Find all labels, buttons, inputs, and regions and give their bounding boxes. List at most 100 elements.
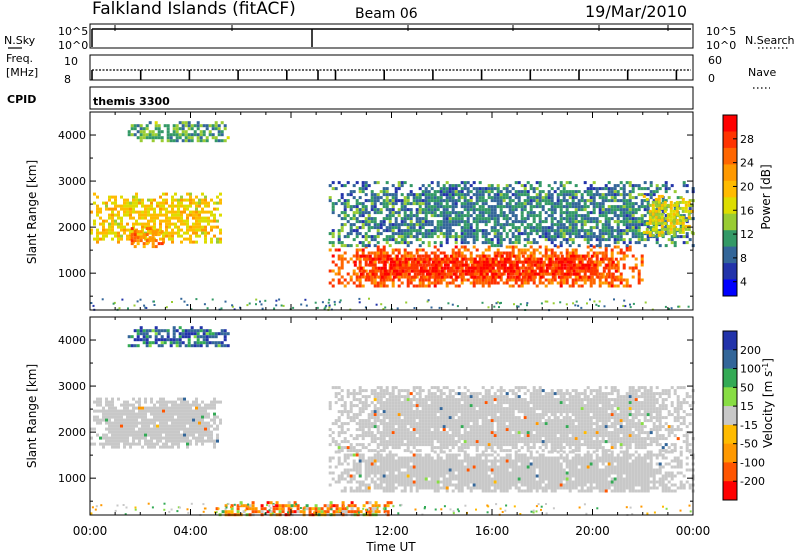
heatmap-cell xyxy=(144,222,147,226)
heatmap-cell xyxy=(343,184,347,188)
heatmap-cell xyxy=(388,244,392,248)
heatmap-cell xyxy=(463,254,467,258)
heatmap-cell xyxy=(340,184,344,188)
heatmap-cell xyxy=(604,193,608,197)
heatmap-cell xyxy=(108,225,111,229)
heatmap-cell xyxy=(404,260,408,264)
heatmap-cell xyxy=(189,403,192,407)
heatmap-cell xyxy=(433,468,437,472)
heatmap-cell xyxy=(472,269,476,273)
heatmap-cell xyxy=(475,220,479,224)
heatmap-cell xyxy=(607,193,611,197)
heatmap-cell xyxy=(672,215,676,219)
heatmap-cell xyxy=(108,213,111,217)
heatmap-cell xyxy=(123,445,126,449)
heatmap-cell xyxy=(220,130,224,134)
heatmap-cell xyxy=(678,218,682,222)
heatmap-cell xyxy=(367,241,371,245)
y-tick-label: 4000 xyxy=(58,129,86,142)
heatmap-cell xyxy=(575,263,579,267)
heatmap-cell xyxy=(192,198,195,202)
heatmap-cell xyxy=(108,216,111,220)
heatmap-cell xyxy=(204,225,207,229)
heatmap-cell xyxy=(490,187,494,191)
heatmap-cell xyxy=(198,421,201,425)
heatmap-cell xyxy=(172,332,176,336)
heatmap-cell xyxy=(337,229,341,233)
heatmap-cell xyxy=(536,257,540,261)
heatmap-cell xyxy=(463,202,467,206)
heatmap-cell xyxy=(640,205,644,209)
heatmap-cell xyxy=(418,486,422,490)
heatmap-cell xyxy=(452,257,456,261)
heatmap-cell xyxy=(625,229,629,233)
heatmap-cell xyxy=(568,181,572,185)
heatmap-cell xyxy=(553,251,557,255)
heatmap-cell xyxy=(538,251,542,255)
heatmap-cell xyxy=(496,251,500,255)
heatmap-cell xyxy=(478,187,482,191)
heatmap-cell xyxy=(521,269,525,273)
heatmap-cell xyxy=(183,300,186,303)
heatmap-cell xyxy=(154,124,158,128)
heatmap-cell xyxy=(246,304,249,307)
heatmap-cell xyxy=(485,263,489,267)
heatmap-cell xyxy=(166,127,170,131)
heatmap-cell xyxy=(574,220,578,224)
heatmap-cell xyxy=(430,477,434,481)
heatmap-cell xyxy=(643,223,647,227)
heatmap-cell xyxy=(521,260,525,264)
heatmap-cell xyxy=(418,462,422,466)
heatmap-cell xyxy=(141,418,144,422)
heatmap-cell xyxy=(550,229,554,233)
heatmap-cell xyxy=(216,240,219,244)
heatmap-cell xyxy=(657,215,661,219)
heatmap-cell xyxy=(509,263,513,267)
heatmap-cell xyxy=(481,232,485,236)
heatmap-cell xyxy=(379,456,383,460)
heatmap-cell xyxy=(202,133,206,137)
heatmap-cell xyxy=(514,278,518,282)
heatmap-cell xyxy=(616,284,620,288)
heatmap-cell xyxy=(364,235,368,239)
heatmap-cell xyxy=(186,219,189,223)
heatmap-cell xyxy=(499,232,503,236)
heatmap-cell xyxy=(664,184,668,188)
heatmap-cell xyxy=(174,412,177,416)
heatmap-cell xyxy=(136,344,140,348)
heatmap-cell xyxy=(207,216,210,220)
heatmap-cell xyxy=(362,257,366,261)
heatmap-cell xyxy=(565,220,569,224)
y-tick-label: 1000 xyxy=(58,267,86,280)
heatmap-cell xyxy=(120,234,123,238)
heatmap-cell xyxy=(469,232,473,236)
heatmap-cell xyxy=(216,424,219,428)
heatmap-cell xyxy=(150,198,153,202)
heatmap-cell xyxy=(460,202,464,206)
heatmap-cell xyxy=(424,202,428,206)
heatmap-cell xyxy=(151,242,155,246)
heatmap-cell xyxy=(144,207,147,211)
heatmap-cell xyxy=(595,238,599,242)
heatmap-cell xyxy=(536,263,540,267)
heatmap-cell xyxy=(422,269,426,273)
heatmap-cell xyxy=(478,181,482,185)
heatmap-cell xyxy=(168,439,171,443)
heatmap-cell xyxy=(448,226,452,230)
heatmap-cell xyxy=(688,208,692,212)
heatmap-cell xyxy=(373,459,377,463)
heatmap-cell xyxy=(195,231,198,235)
heatmap-cell xyxy=(409,184,413,188)
heatmap-cell xyxy=(490,244,494,248)
heatmap-cell xyxy=(168,409,171,413)
heatmap-cell xyxy=(186,427,189,431)
heatmap-cell xyxy=(174,198,177,202)
heatmap-cell xyxy=(120,204,123,208)
heatmap-cell xyxy=(442,199,446,203)
heatmap-cell xyxy=(475,254,479,258)
heatmap-cell xyxy=(684,209,688,213)
heatmap-cell xyxy=(493,281,497,285)
heatmap-cell xyxy=(217,124,221,128)
heatmap-cell xyxy=(383,272,387,276)
heatmap-cell xyxy=(586,187,590,191)
